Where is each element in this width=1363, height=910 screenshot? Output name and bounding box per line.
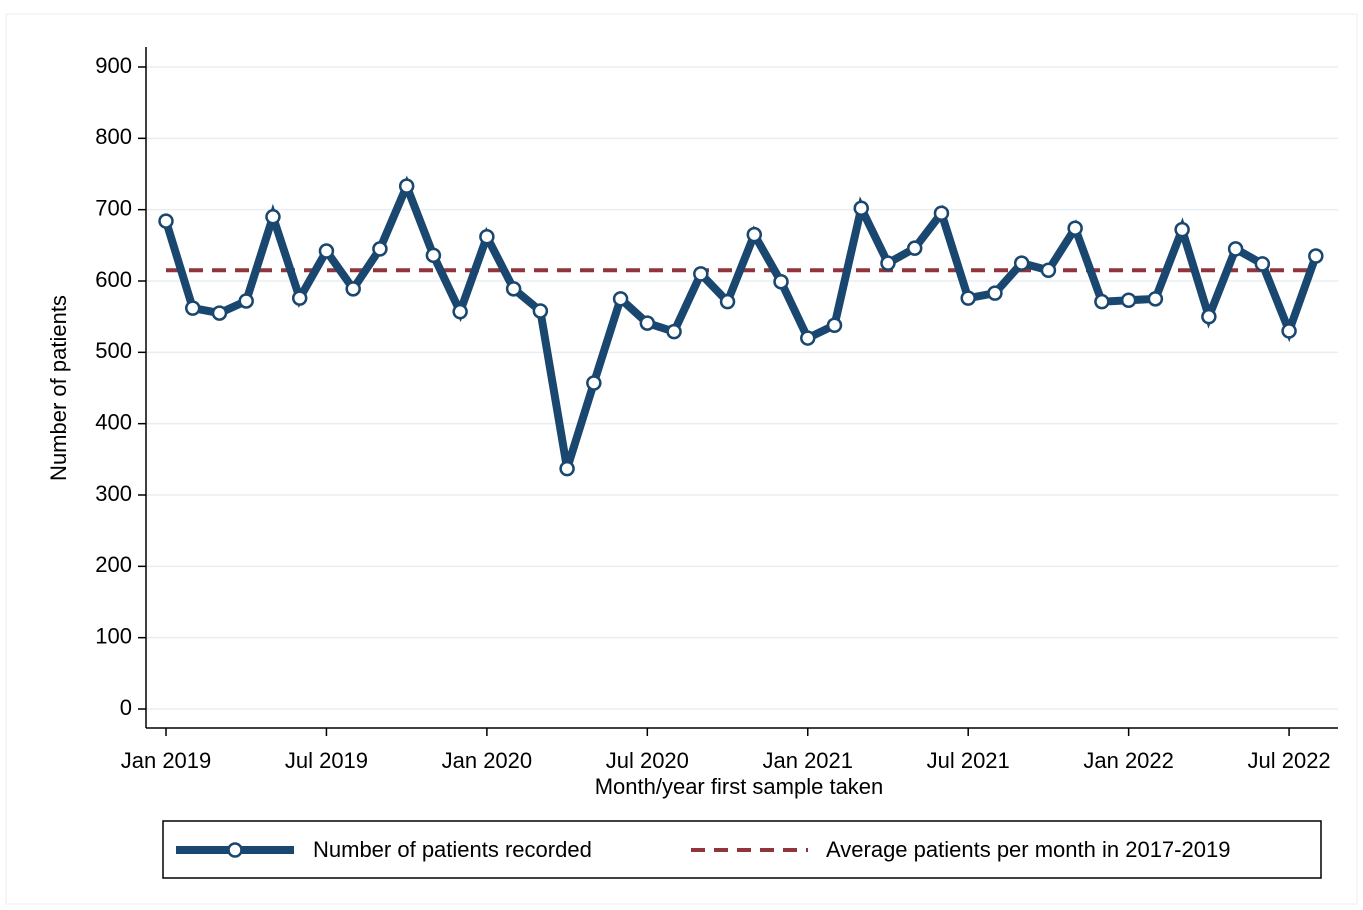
x-axis-label: Month/year first sample taken	[595, 774, 884, 799]
point	[291, 290, 308, 306]
y-tick-label: 600	[95, 267, 132, 292]
point	[425, 247, 442, 264]
point	[532, 303, 549, 319]
x-tick-label: Jan 2019	[121, 748, 212, 773]
point	[719, 293, 736, 310]
point	[479, 229, 495, 245]
point	[987, 285, 1003, 301]
point	[1067, 220, 1083, 236]
point	[1147, 291, 1164, 307]
y-tick-label: 100	[95, 623, 132, 648]
point	[265, 209, 281, 225]
point	[880, 255, 896, 271]
y-tick-label: 400	[95, 409, 132, 434]
point	[773, 273, 789, 290]
point	[1040, 262, 1057, 279]
point	[746, 226, 763, 243]
point	[1174, 221, 1190, 238]
point	[586, 375, 602, 391]
point	[398, 178, 415, 194]
point	[826, 317, 843, 333]
point	[505, 281, 522, 297]
legend-label: Number of patients recorded	[313, 837, 592, 862]
point	[1254, 256, 1271, 272]
x-tick-label: Jul 2020	[606, 748, 689, 773]
x-tick-label: Jul 2021	[927, 748, 1010, 773]
frame	[5, 13, 1358, 905]
point	[372, 241, 388, 257]
point	[1013, 255, 1030, 271]
point	[1201, 308, 1217, 325]
point	[452, 303, 468, 320]
point	[960, 290, 976, 306]
y-tick-label: 900	[95, 53, 132, 78]
y-tick-label: 300	[95, 481, 132, 506]
point	[559, 460, 575, 477]
x-tick-label: Jul 2022	[1247, 748, 1330, 773]
point	[639, 315, 656, 331]
point	[1120, 292, 1137, 309]
y-axis-label: Number of patients	[46, 295, 71, 481]
x-tick-label: Jan 2022	[1083, 748, 1174, 773]
y-tick-label: 500	[95, 338, 132, 363]
point	[1281, 323, 1297, 339]
point	[184, 300, 201, 316]
point	[1308, 248, 1324, 264]
legend-label: Average patients per month in 2017-2019	[826, 837, 1230, 862]
point	[238, 293, 254, 309]
x-tick-label: Jan 2020	[442, 748, 533, 773]
legend-swatch	[227, 842, 243, 858]
point	[1227, 241, 1244, 257]
x-tick-label: Jul 2019	[285, 748, 368, 773]
point	[158, 213, 174, 229]
point	[211, 305, 228, 321]
point	[853, 200, 869, 216]
point	[1094, 293, 1110, 310]
point	[318, 243, 335, 259]
point	[693, 266, 709, 282]
y-tick-label: 700	[95, 195, 132, 220]
point	[933, 205, 950, 221]
y-tick-label: 200	[95, 552, 132, 577]
x-tick-label: Jan 2021	[762, 748, 853, 773]
y-tick-label: 0	[120, 695, 132, 720]
point	[666, 323, 682, 340]
point	[612, 291, 629, 307]
point	[800, 330, 816, 346]
point	[906, 240, 923, 256]
point	[345, 281, 361, 297]
y-tick-label: 800	[95, 124, 132, 149]
